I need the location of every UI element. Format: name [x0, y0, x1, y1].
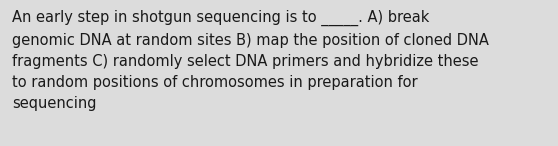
Text: An early step in shotgun sequencing is to _____. A) break
genomic DNA at random : An early step in shotgun sequencing is t… [12, 10, 489, 111]
